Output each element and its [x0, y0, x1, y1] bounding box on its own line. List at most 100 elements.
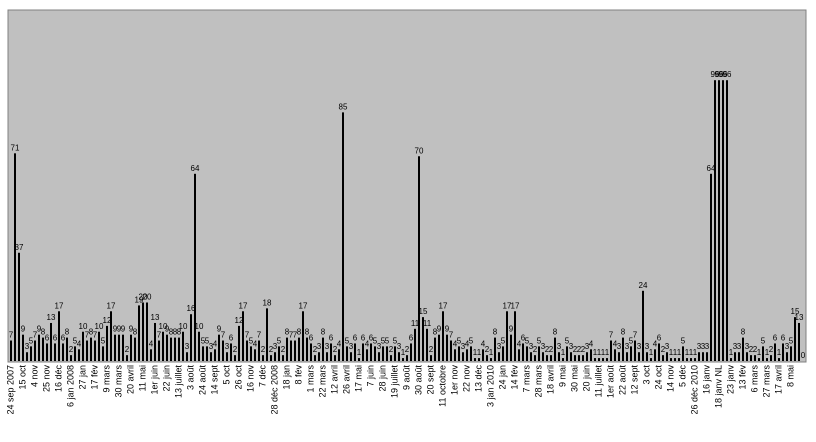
value-label: 8	[621, 328, 626, 337]
bar	[362, 343, 364, 361]
value-label: 3	[349, 342, 354, 351]
bar	[450, 340, 452, 361]
value-label: 7	[245, 331, 250, 340]
x-tick-label: 7 juin	[365, 365, 375, 387]
x-tick-label: 6 mars	[749, 365, 759, 393]
bar	[154, 322, 156, 361]
bar	[718, 80, 720, 361]
bar	[558, 352, 560, 361]
value-label: 3	[585, 342, 590, 351]
value-label: 7	[221, 331, 226, 340]
value-label: 9	[445, 325, 450, 334]
bar	[550, 355, 552, 361]
value-label: 3	[617, 342, 622, 351]
bar	[686, 358, 688, 361]
value-label: 17	[439, 301, 448, 310]
bar	[510, 334, 512, 361]
bar	[402, 358, 404, 361]
bar	[654, 349, 656, 361]
value-label: 37	[15, 243, 24, 252]
value-label: 3	[185, 342, 190, 351]
x-tick-label: 13 fév	[737, 365, 747, 390]
bar	[230, 343, 232, 361]
value-label: 4	[337, 339, 342, 348]
value-label: 17	[55, 301, 64, 310]
bar	[10, 340, 12, 361]
value-label: 3	[625, 342, 630, 351]
value-label: 64	[191, 164, 200, 173]
value-label: 20	[143, 293, 152, 302]
value-label: 6	[229, 333, 234, 342]
value-label: 1	[593, 348, 598, 357]
x-tick-label: 28 déc 2008	[269, 365, 279, 415]
bar	[782, 343, 784, 361]
value-label: 3	[705, 342, 710, 351]
value-label: 17	[503, 301, 512, 310]
x-tick-label: 11 mai	[137, 365, 147, 391]
value-label: 4	[213, 339, 218, 348]
value-label: 3	[225, 342, 230, 351]
value-label: 4	[465, 339, 470, 348]
value-label: 1	[597, 348, 602, 357]
bar	[522, 343, 524, 361]
bar	[122, 334, 124, 361]
bar	[694, 358, 696, 361]
bar	[658, 343, 660, 361]
bar	[178, 337, 180, 361]
value-label: 5	[101, 336, 106, 345]
bar	[534, 355, 536, 361]
value-label: 6	[309, 333, 314, 342]
value-label: 2	[313, 345, 318, 354]
value-label: 8	[297, 328, 302, 337]
value-label: 8	[553, 328, 558, 337]
bar	[94, 340, 96, 361]
value-label: 3	[737, 342, 742, 351]
value-label: 2	[69, 345, 74, 354]
value-label: 17	[239, 301, 248, 310]
bar	[690, 358, 692, 361]
x-tick-label: 4 nov	[29, 365, 39, 388]
bar	[374, 346, 376, 361]
x-tick-label: 22 juin	[161, 365, 171, 392]
value-label: 3	[325, 342, 330, 351]
bar	[50, 322, 52, 361]
bar	[746, 352, 748, 361]
value-label: 9	[437, 325, 442, 334]
x-tick-label: 1er août	[605, 365, 615, 399]
bar	[206, 346, 208, 361]
value-label: 3	[541, 342, 546, 351]
bar	[30, 346, 32, 361]
value-label: 6	[361, 333, 366, 342]
plot-area	[7, 9, 807, 363]
bar	[778, 358, 780, 361]
bar	[582, 355, 584, 361]
value-label: 5	[393, 336, 398, 345]
value-label: 9	[21, 325, 26, 334]
bar	[90, 337, 92, 361]
value-label: 8	[177, 328, 182, 337]
bar	[14, 153, 16, 361]
bar	[430, 355, 432, 361]
bar	[742, 337, 744, 361]
value-label: 24	[639, 281, 648, 290]
bar	[634, 340, 636, 361]
x-tick-label: 14 fév	[509, 365, 519, 390]
bar	[546, 355, 548, 361]
bar	[530, 352, 532, 361]
value-label: 3	[733, 342, 738, 351]
value-label: 2	[281, 345, 286, 354]
bar	[554, 337, 556, 361]
bar	[614, 349, 616, 361]
value-label: 2	[749, 345, 754, 354]
bar	[394, 346, 396, 361]
bar	[34, 340, 36, 361]
bar	[578, 355, 580, 361]
bar	[194, 173, 196, 361]
bar	[410, 343, 412, 361]
x-tick-label: 1 mars	[305, 365, 315, 393]
bar	[290, 340, 292, 361]
bar	[790, 346, 792, 361]
value-label: 4	[453, 339, 458, 348]
bar	[18, 252, 20, 361]
value-label: 1	[757, 348, 762, 357]
